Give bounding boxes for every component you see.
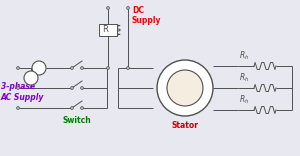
Circle shape <box>17 107 19 109</box>
Circle shape <box>81 87 83 89</box>
Bar <box>99 24 117 36</box>
Text: DC
Supply: DC Supply <box>132 6 161 25</box>
Circle shape <box>71 107 73 109</box>
Text: $R_h$: $R_h$ <box>239 49 249 62</box>
Circle shape <box>71 87 73 89</box>
Text: Switch: Switch <box>63 116 92 125</box>
Text: Stator: Stator <box>172 121 199 130</box>
Circle shape <box>157 60 213 116</box>
Text: 3-phase
AC Supply: 3-phase AC Supply <box>1 82 44 102</box>
Text: $R_h$: $R_h$ <box>239 71 249 84</box>
Circle shape <box>17 67 19 69</box>
Text: $R_h$: $R_h$ <box>239 93 249 106</box>
Circle shape <box>127 7 129 9</box>
Text: A: A <box>36 63 42 73</box>
Circle shape <box>127 67 129 69</box>
Circle shape <box>17 87 19 89</box>
Circle shape <box>107 67 109 69</box>
Text: Rotor: Rotor <box>173 83 197 93</box>
Circle shape <box>167 70 203 106</box>
Circle shape <box>107 7 109 9</box>
Text: R: R <box>102 25 108 34</box>
Circle shape <box>71 67 73 69</box>
Circle shape <box>81 107 83 109</box>
Circle shape <box>81 67 83 69</box>
Circle shape <box>32 61 46 75</box>
Circle shape <box>24 71 38 85</box>
Text: V: V <box>28 73 34 83</box>
